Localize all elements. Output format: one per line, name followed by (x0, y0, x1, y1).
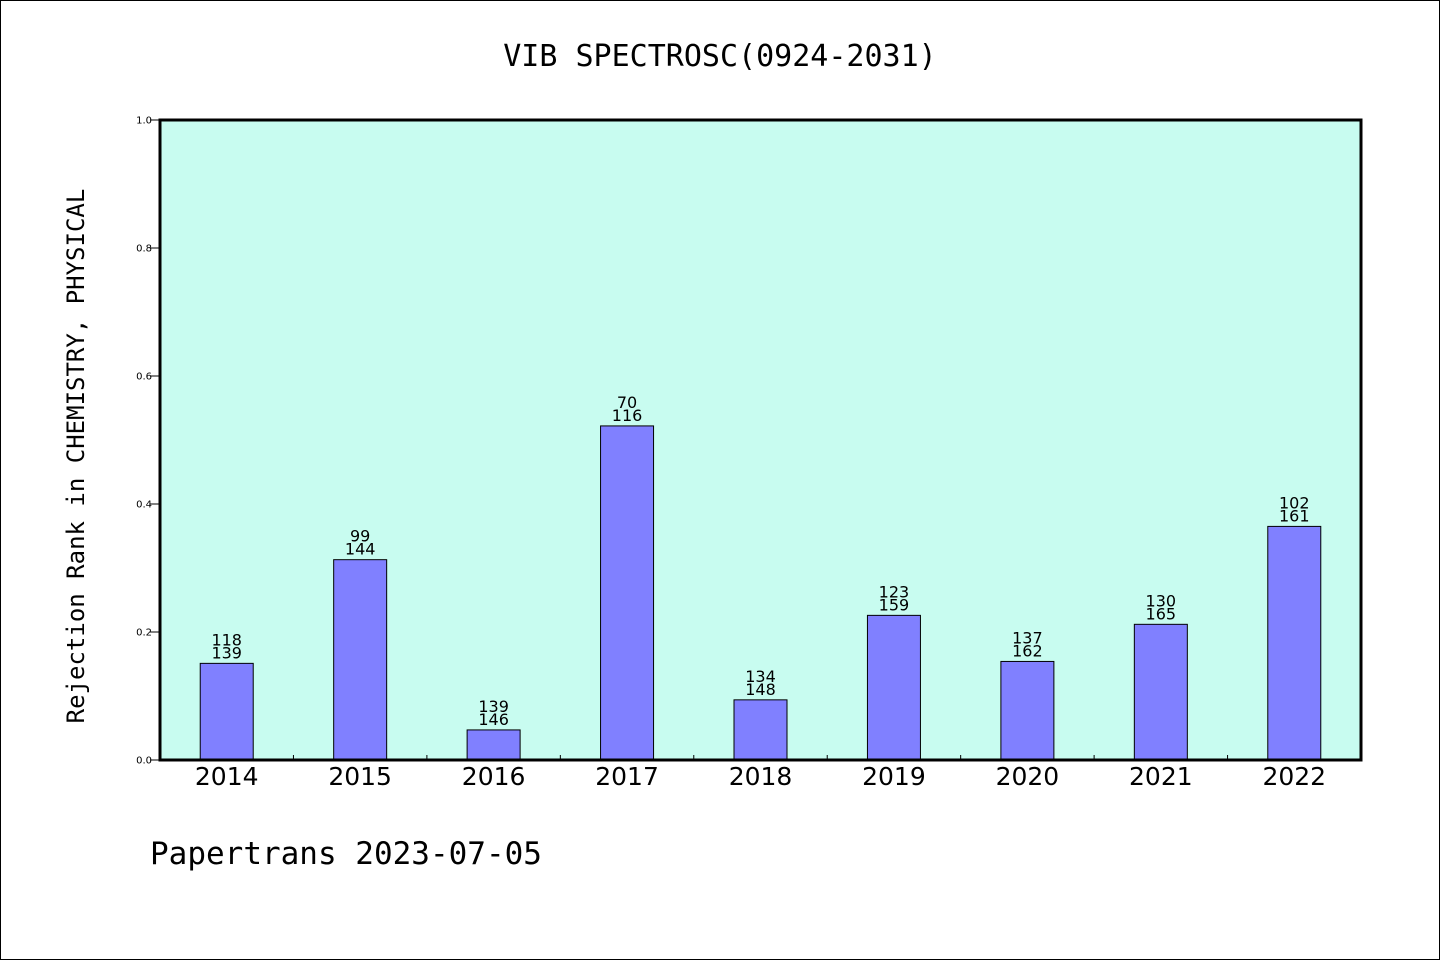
y-tick-label: 0.0 (136, 756, 152, 767)
x-tick-label: 2019 (862, 762, 926, 791)
x-tick-label: 2014 (195, 762, 259, 791)
data-label-bottom: 144 (345, 540, 376, 559)
data-label-bottom: 148 (745, 680, 776, 699)
x-tick-label: 2016 (462, 762, 526, 791)
x-tick-label: 2021 (1129, 762, 1193, 791)
x-tick-label: 2020 (996, 762, 1060, 791)
data-label-bottom: 146 (478, 710, 509, 729)
data-label-bottom: 139 (211, 643, 242, 662)
x-tick-label: 2018 (729, 762, 793, 791)
data-label-bottom: 116 (612, 406, 643, 425)
y-axis-label: Rejection Rank in CHEMISTRY, PHYSICAL (62, 189, 90, 724)
y-tick-label: 0.8 (136, 244, 152, 255)
y-tick-label: 0.4 (136, 500, 152, 511)
bar-2021 (1134, 624, 1187, 760)
data-label-bottom: 162 (1012, 641, 1043, 660)
data-label-bottom: 165 (1146, 604, 1177, 623)
bar-2022 (1268, 526, 1321, 760)
data-label-bottom: 159 (879, 595, 910, 614)
y-tick-label: 1.0 (136, 116, 152, 127)
chart-title: VIB SPECTROSC(0924-2031) (503, 39, 936, 74)
bar-2020 (1001, 661, 1054, 760)
data-label-bottom: 161 (1279, 506, 1310, 525)
footer-credit: Papertrans 2023-07-05 (150, 836, 542, 872)
y-tick-label: 0.2 (136, 628, 152, 639)
x-tick-label: 2017 (595, 762, 659, 791)
x-tick-label: 2015 (328, 762, 392, 791)
bar-2014 (200, 663, 253, 760)
bar-2016 (467, 730, 520, 760)
bar-2015 (334, 560, 387, 760)
bar-2017 (601, 426, 654, 760)
y-tick-label: 0.6 (136, 372, 152, 383)
bar-2018 (734, 700, 787, 760)
bar-chart: VIB SPECTROSC(0924-2031) Rejection Rank … (0, 0, 1440, 960)
bar-2019 (867, 615, 920, 760)
x-tick-label: 2022 (1262, 762, 1326, 791)
